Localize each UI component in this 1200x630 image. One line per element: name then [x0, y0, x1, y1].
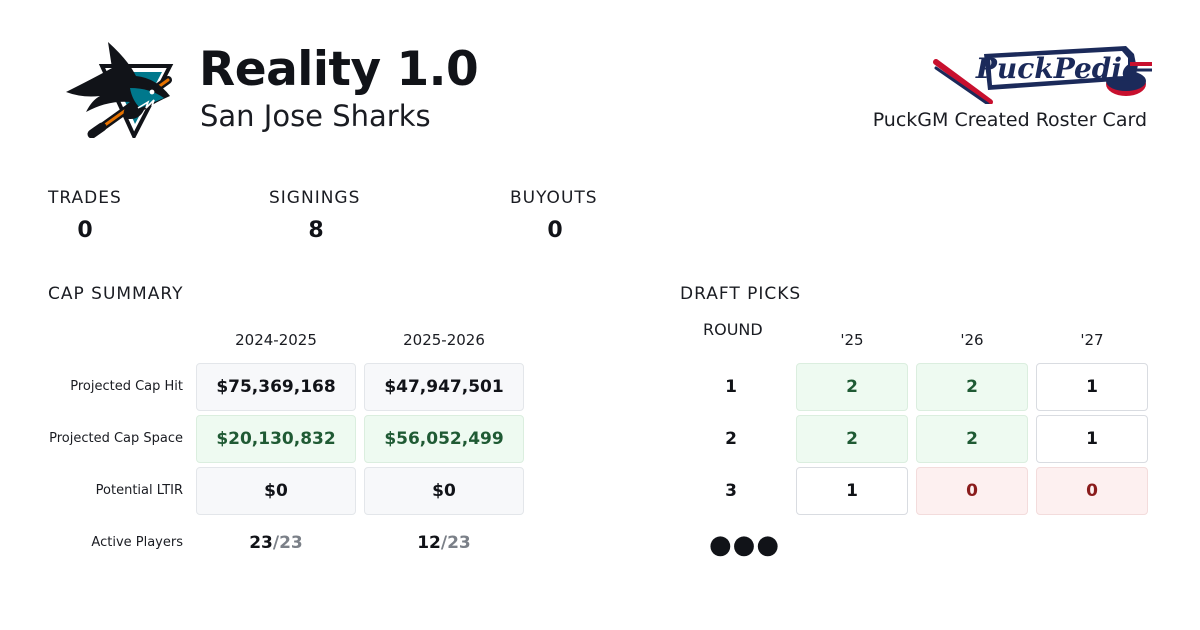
row-label-active-players: Active Players — [91, 535, 183, 550]
draft-picks-title: DRAFT PICKS — [680, 284, 802, 304]
round-header: ROUND — [703, 320, 763, 339]
active-players-count: 12/23 — [364, 531, 524, 555]
cap-space-cell: $56,052,499 — [364, 415, 524, 463]
round-number: 3 — [725, 481, 737, 501]
round-number: 2 — [725, 429, 737, 449]
brand-caption: PuckGM Created Roster Card — [872, 109, 1147, 131]
row-label-cap-space: Projected Cap Space — [49, 431, 183, 446]
roster-title: Reality 1.0 — [199, 42, 479, 97]
team-name: San Jose Sharks — [200, 99, 431, 133]
cap-hit-cell: $75,369,168 — [196, 363, 356, 411]
pick-cell: 1 — [1036, 363, 1148, 411]
active-max: /23 — [272, 533, 303, 553]
active-count: 23 — [249, 533, 273, 553]
cap-space-cell: $20,130,832 — [196, 415, 356, 463]
pick-cell: 1 — [796, 467, 908, 515]
pick-cell: 2 — [916, 415, 1028, 463]
season-header: 2025-2026 — [403, 331, 485, 349]
pick-cell: 0 — [916, 467, 1028, 515]
ltir-cell: $0 — [364, 467, 524, 515]
stat-value-signings: 8 — [308, 218, 324, 243]
ltir-cell: $0 — [196, 467, 356, 515]
season-header: 2024-2025 — [235, 331, 317, 349]
sharks-logo-icon — [66, 42, 174, 138]
puckpedia-logo-icon: PuckPedia — [933, 46, 1152, 104]
year-header: '27 — [1080, 331, 1104, 349]
puckpedia-wordmark: PuckPedia — [975, 52, 1140, 85]
row-label-ltir: Potential LTIR — [95, 483, 183, 498]
stat-label-trades: TRADES — [48, 188, 122, 208]
pick-cell: 0 — [1036, 467, 1148, 515]
cap-hit-cell: $47,947,501 — [364, 363, 524, 411]
stat-label-signings: SIGNINGS — [269, 188, 361, 208]
round-number: 1 — [725, 377, 737, 397]
pick-cell: 2 — [796, 363, 908, 411]
active-players-count: 23/23 — [196, 531, 356, 555]
more-rounds-ellipsis: ●●● — [709, 530, 781, 560]
active-count: 12 — [417, 533, 441, 553]
pick-cell: 2 — [796, 415, 908, 463]
pick-cell: 1 — [1036, 415, 1148, 463]
stat-value-buyouts: 0 — [547, 218, 563, 243]
row-label-cap-hit: Projected Cap Hit — [70, 379, 183, 394]
year-header: '26 — [960, 331, 984, 349]
year-header: '25 — [840, 331, 864, 349]
stat-value-trades: 0 — [77, 218, 93, 243]
cap-summary-title: CAP SUMMARY — [48, 284, 184, 304]
active-max: /23 — [440, 533, 471, 553]
pick-cell: 2 — [916, 363, 1028, 411]
stat-label-buyouts: BUYOUTS — [510, 188, 598, 208]
